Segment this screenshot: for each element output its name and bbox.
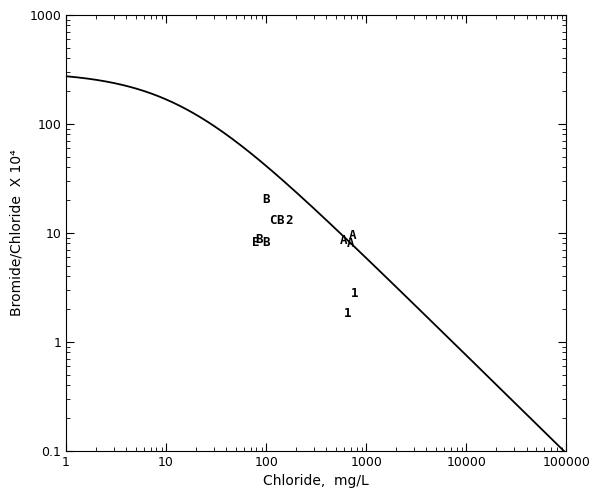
Text: C: C	[269, 214, 277, 227]
Text: B: B	[277, 214, 284, 227]
Text: A: A	[349, 229, 356, 242]
Text: E: E	[251, 236, 259, 249]
Text: A: A	[346, 237, 354, 250]
Text: 2: 2	[286, 214, 293, 227]
Y-axis label: Bromide/Chloride  X 10⁴: Bromide/Chloride X 10⁴	[10, 149, 24, 316]
Text: B: B	[262, 236, 270, 249]
Text: 1: 1	[344, 307, 351, 321]
Text: B: B	[262, 193, 270, 207]
Text: 1: 1	[351, 286, 359, 300]
Text: B: B	[256, 233, 263, 246]
Text: A: A	[340, 234, 348, 247]
X-axis label: Chloride,  mg/L: Chloride, mg/L	[263, 474, 369, 488]
